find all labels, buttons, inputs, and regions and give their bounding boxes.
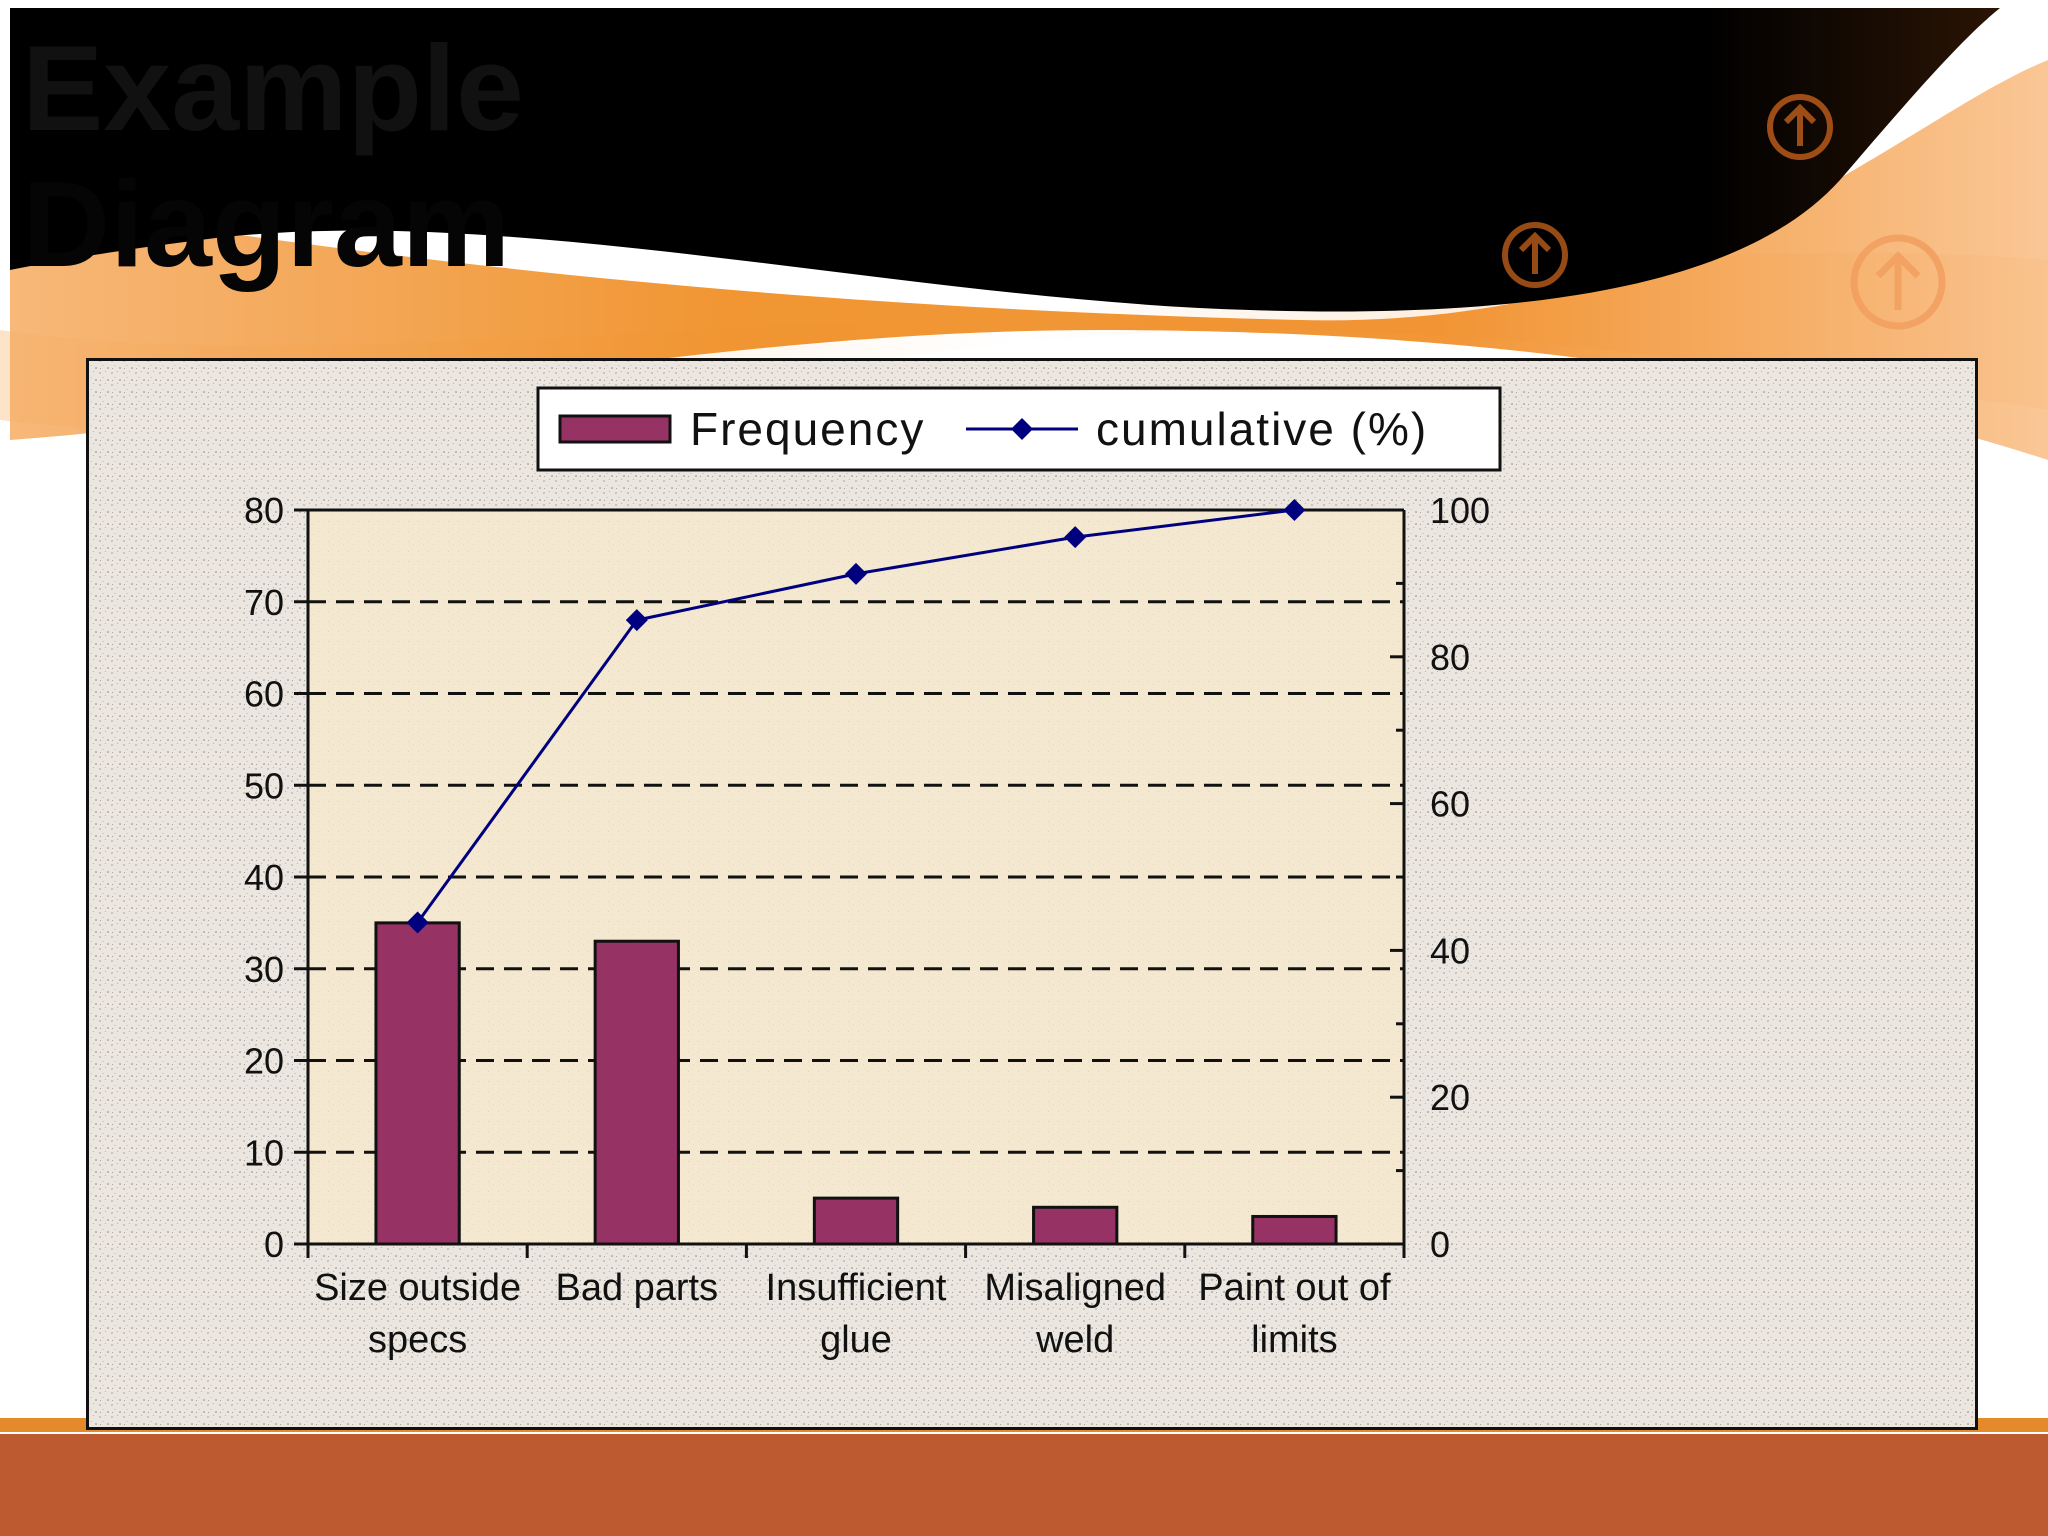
legend-label-frequency: Frequency	[690, 403, 925, 455]
up-arrow-circle-icon	[1502, 222, 1568, 288]
bar	[1251, 1214, 1338, 1246]
y-tick-label: 20	[244, 1041, 284, 1082]
cumulative-point	[625, 609, 648, 632]
slide-title-line-2: Diagram	[22, 156, 511, 292]
bar	[1032, 1205, 1119, 1246]
y2-tick-label: 40	[1430, 930, 1470, 971]
cumulative-point	[406, 911, 429, 934]
bar	[812, 1196, 900, 1246]
up-arrow-circle-icon	[1850, 234, 1946, 330]
y-tick-label: 40	[244, 857, 284, 898]
y-tick-label: 70	[244, 582, 284, 623]
x-category-label: Bad parts	[555, 1267, 718, 1309]
cumulative-point	[845, 562, 867, 585]
x-category-label: Misaligned weld	[984, 1267, 1166, 1361]
y-tick-label: 60	[244, 674, 284, 715]
cumulative-point	[1064, 526, 1087, 549]
slide-title-line-1: Example	[22, 20, 524, 156]
y-tick-label: 30	[244, 949, 284, 990]
footer-bar	[0, 1434, 2048, 1536]
x-category-label: Size outside specs	[314, 1267, 521, 1361]
legend-swatch-frequency	[558, 414, 672, 444]
y2-tick-label: 20	[1430, 1077, 1470, 1118]
pareto-chart: 0 10 20 30 40 50 60 70 80 0 20 40 60 80 100 Size outsid…	[89, 361, 1975, 1427]
legend-swatch-cumulative-marker	[1011, 418, 1033, 440]
x-category-label: Paint out of limits	[1198, 1267, 1391, 1361]
y2-tick-label: 0	[1430, 1224, 1450, 1265]
up-arrow-circle-icon	[1767, 94, 1833, 160]
slide-title: Example Diagram	[22, 20, 524, 292]
y-tick-label: 10	[244, 1132, 284, 1173]
cumulative-point	[1283, 499, 1306, 521]
y2-tick-label: 100	[1430, 490, 1490, 531]
y2-tick-label: 80	[1430, 637, 1470, 678]
y2-tick-label: 60	[1430, 784, 1470, 825]
legend-label-cumulative: cumulative (%)	[1096, 403, 1428, 455]
x-category-label: Insufficient glue	[766, 1267, 947, 1361]
y-tick-label: 80	[244, 490, 284, 531]
bar	[374, 921, 461, 1246]
bar	[593, 939, 680, 1246]
y-tick-label: 50	[244, 765, 284, 806]
y-tick-label: 0	[264, 1224, 284, 1265]
